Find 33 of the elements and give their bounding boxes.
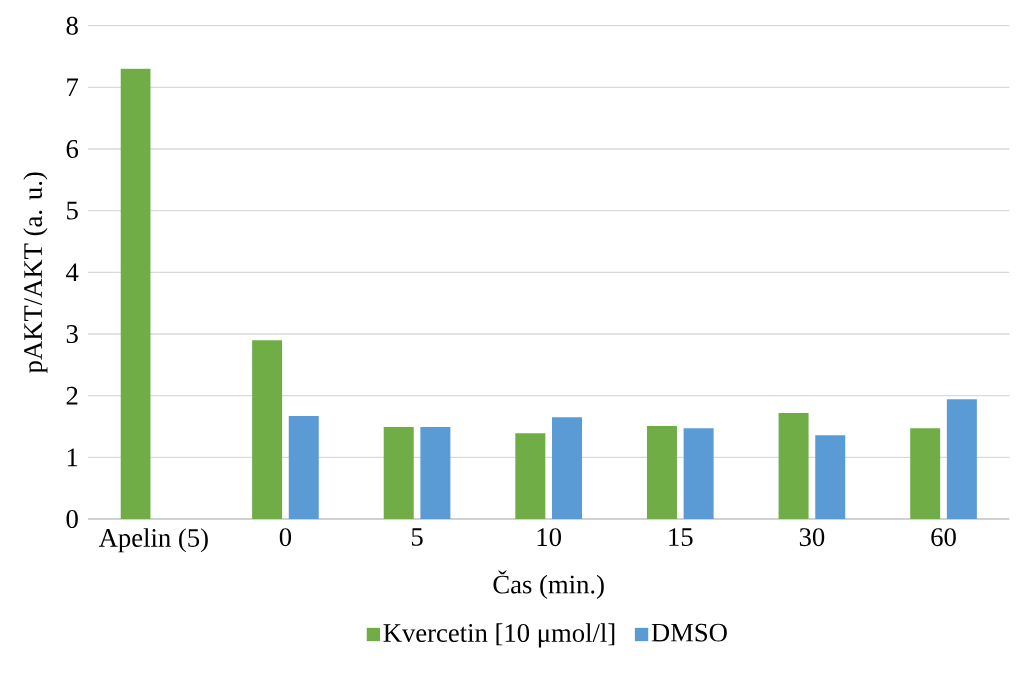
bar (778, 412, 809, 519)
bar (383, 427, 414, 519)
bar (552, 417, 582, 519)
y-tick-label: 8 (66, 16, 78, 35)
bar (946, 399, 977, 519)
bar (815, 435, 846, 519)
x-tick-label: 5 (411, 528, 423, 546)
legend-label: DMSO (651, 623, 727, 642)
x-tick-label: 10 (537, 528, 561, 547)
bar (683, 428, 714, 519)
x-tick-label: 15 (669, 528, 693, 547)
y-tick-label: 3 (66, 325, 78, 343)
y-axis-title: pAKT/AKT (a. u.) (23, 172, 48, 373)
x-tick-label: Apelin (5) (98, 528, 208, 553)
bar (252, 340, 283, 519)
bar (910, 428, 941, 519)
bar (120, 68, 151, 519)
x-tick-label: 60 (931, 528, 956, 547)
y-tick-label: 0 (66, 510, 78, 528)
bar (646, 425, 677, 519)
y-tick-label: 2 (66, 386, 78, 405)
y-tick-label: 4 (66, 263, 79, 282)
y-tick-label: 1 (67, 448, 78, 467)
bar (420, 427, 451, 519)
y-tick-label: 7 (67, 78, 79, 97)
legend-label: Kvercetin [10 μmol/l] (383, 623, 615, 648)
bar (515, 433, 546, 519)
x-tick-label: 0 (279, 528, 292, 547)
x-tick-label: 30 (799, 528, 825, 547)
x-axis-title: Čas (min.) (493, 570, 604, 599)
y-tick-label: 5 (67, 201, 78, 220)
y-tick-label: 6 (66, 140, 79, 158)
bar (288, 416, 319, 519)
